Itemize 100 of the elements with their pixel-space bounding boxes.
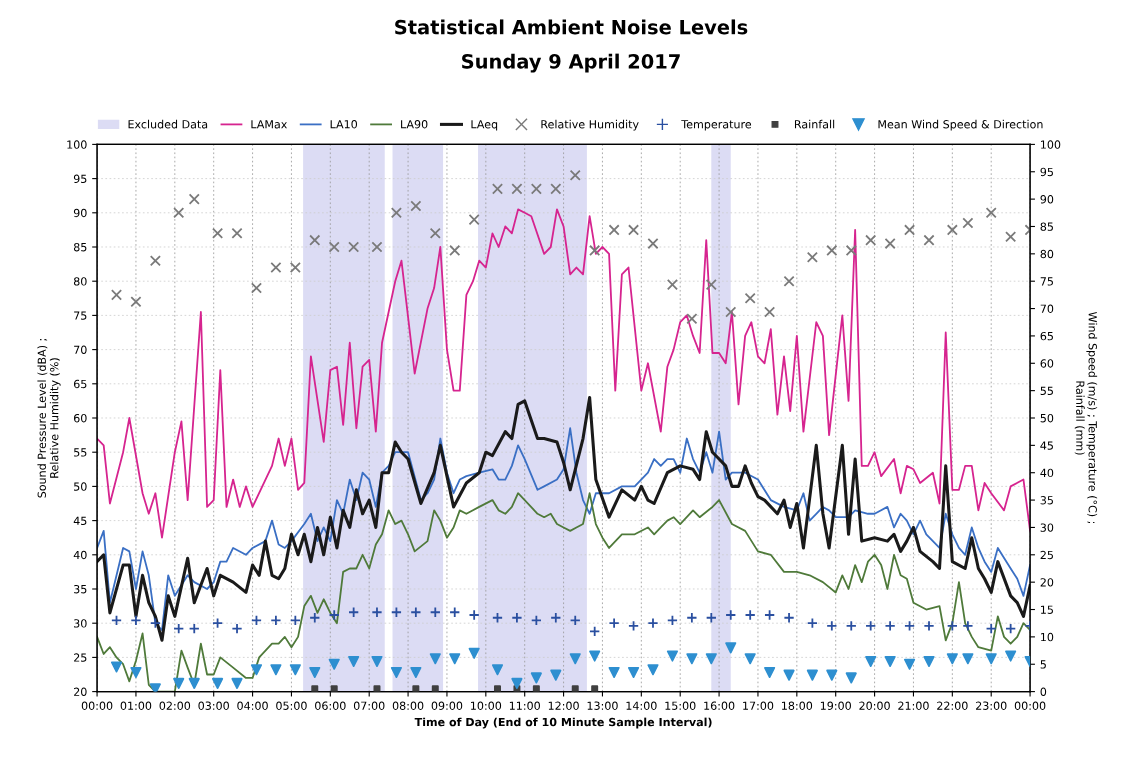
y-tick-label: 85: [73, 242, 87, 252]
point: [311, 685, 319, 692]
point: [946, 224, 958, 236]
y2-tick-label: 80: [1040, 249, 1054, 259]
x-tick-label: 08:00: [392, 701, 424, 710]
y-tick-label: 60: [73, 413, 87, 423]
point: [348, 241, 360, 253]
point: [725, 609, 737, 621]
point: [705, 279, 717, 291]
point: [511, 677, 523, 689]
point: [511, 612, 523, 624]
point: [270, 261, 282, 274]
x-tick-label: 03:00: [198, 701, 229, 710]
point: [390, 207, 402, 219]
line-series: [97, 208, 1031, 539]
point: [550, 669, 562, 681]
point: [962, 620, 974, 632]
point: [1005, 231, 1017, 243]
point: [328, 241, 340, 253]
point: [627, 666, 640, 679]
x-tick-label: 19:00: [820, 701, 851, 710]
point: [493, 685, 501, 692]
x-tick-label: 04:00: [237, 701, 268, 710]
y2-tick-label: 20: [1040, 578, 1054, 587]
y2-tick-label: 15: [1041, 605, 1053, 614]
point: [1005, 650, 1017, 662]
y2-tick-label: 95: [1040, 167, 1053, 177]
point: [270, 664, 282, 676]
y2-tick-label: 45: [1040, 441, 1053, 450]
legend-label: Relative Humidity: [541, 119, 639, 131]
y2-axis-title: Wind Speed (m/s) ; Temperature (°C) ; Rainfall (mm): [1074, 311, 1098, 524]
point: [449, 606, 461, 618]
point: [110, 661, 123, 673]
point: [826, 669, 838, 681]
point: [188, 677, 200, 689]
point: [468, 214, 480, 226]
point: [550, 183, 562, 195]
y2-tick-label: 25: [1040, 550, 1053, 560]
point: [962, 653, 974, 665]
point: [468, 609, 480, 621]
y2-tick-label: 35: [1040, 496, 1053, 505]
point: [250, 664, 263, 676]
x-tick-label: 13:00: [587, 701, 618, 710]
point: [212, 227, 224, 239]
legend-label: Temperature: [681, 120, 752, 131]
point: [744, 292, 756, 304]
point: [764, 609, 776, 621]
point: [608, 224, 620, 236]
point: [589, 244, 601, 256]
point: [627, 620, 640, 632]
point: [845, 672, 857, 684]
point: [904, 658, 916, 670]
y2-tick-label: 0: [1040, 687, 1047, 696]
point: [686, 313, 698, 325]
y-tick-label: 55: [74, 448, 87, 457]
x-tick-label: 05:00: [276, 701, 307, 710]
point: [410, 606, 422, 618]
point: [569, 169, 581, 181]
point: [173, 623, 185, 635]
point: [904, 224, 916, 236]
y-tick-label: 50: [74, 482, 87, 491]
x-tick-label: 00:00: [81, 701, 113, 710]
line-series: [97, 395, 1031, 642]
point: [608, 666, 620, 679]
point: [250, 282, 263, 294]
point: [149, 255, 161, 267]
x-tick-label: 15:00: [665, 701, 696, 710]
point: [390, 606, 402, 618]
point: [845, 244, 857, 256]
point: [725, 642, 737, 654]
point: [608, 617, 620, 629]
y-tick-label: 75: [74, 311, 87, 320]
point: [188, 193, 200, 205]
y-tick-label: 30: [74, 619, 87, 628]
x-tick-label: 21:00: [898, 701, 929, 710]
y2-tick-label: 5: [1040, 660, 1046, 669]
point: [511, 183, 523, 195]
y-tick-label: 45: [73, 516, 87, 525]
x-tick-label: 00:00: [1014, 701, 1046, 710]
point: [173, 677, 185, 689]
point: [591, 685, 599, 692]
point: [289, 261, 301, 274]
point: [806, 251, 818, 263]
y2-tick-label: 30: [1040, 523, 1054, 532]
point: [530, 183, 542, 195]
point: [429, 227, 441, 239]
point: [884, 238, 896, 250]
y-tick-label: 20: [74, 687, 87, 696]
point: [884, 620, 896, 632]
point: [865, 655, 877, 668]
x-tick-label: 17:00: [743, 701, 774, 710]
y-tick-label: 70: [74, 345, 87, 354]
point: [330, 685, 338, 692]
y2-tick-label: 75: [1040, 277, 1053, 286]
point: [865, 234, 877, 246]
point: [923, 620, 935, 632]
chart-subtitle: Sunday 9 April 2017: [462, 53, 680, 73]
y-tick-label: 95: [73, 174, 87, 183]
point: [289, 664, 301, 676]
point: [946, 653, 958, 665]
